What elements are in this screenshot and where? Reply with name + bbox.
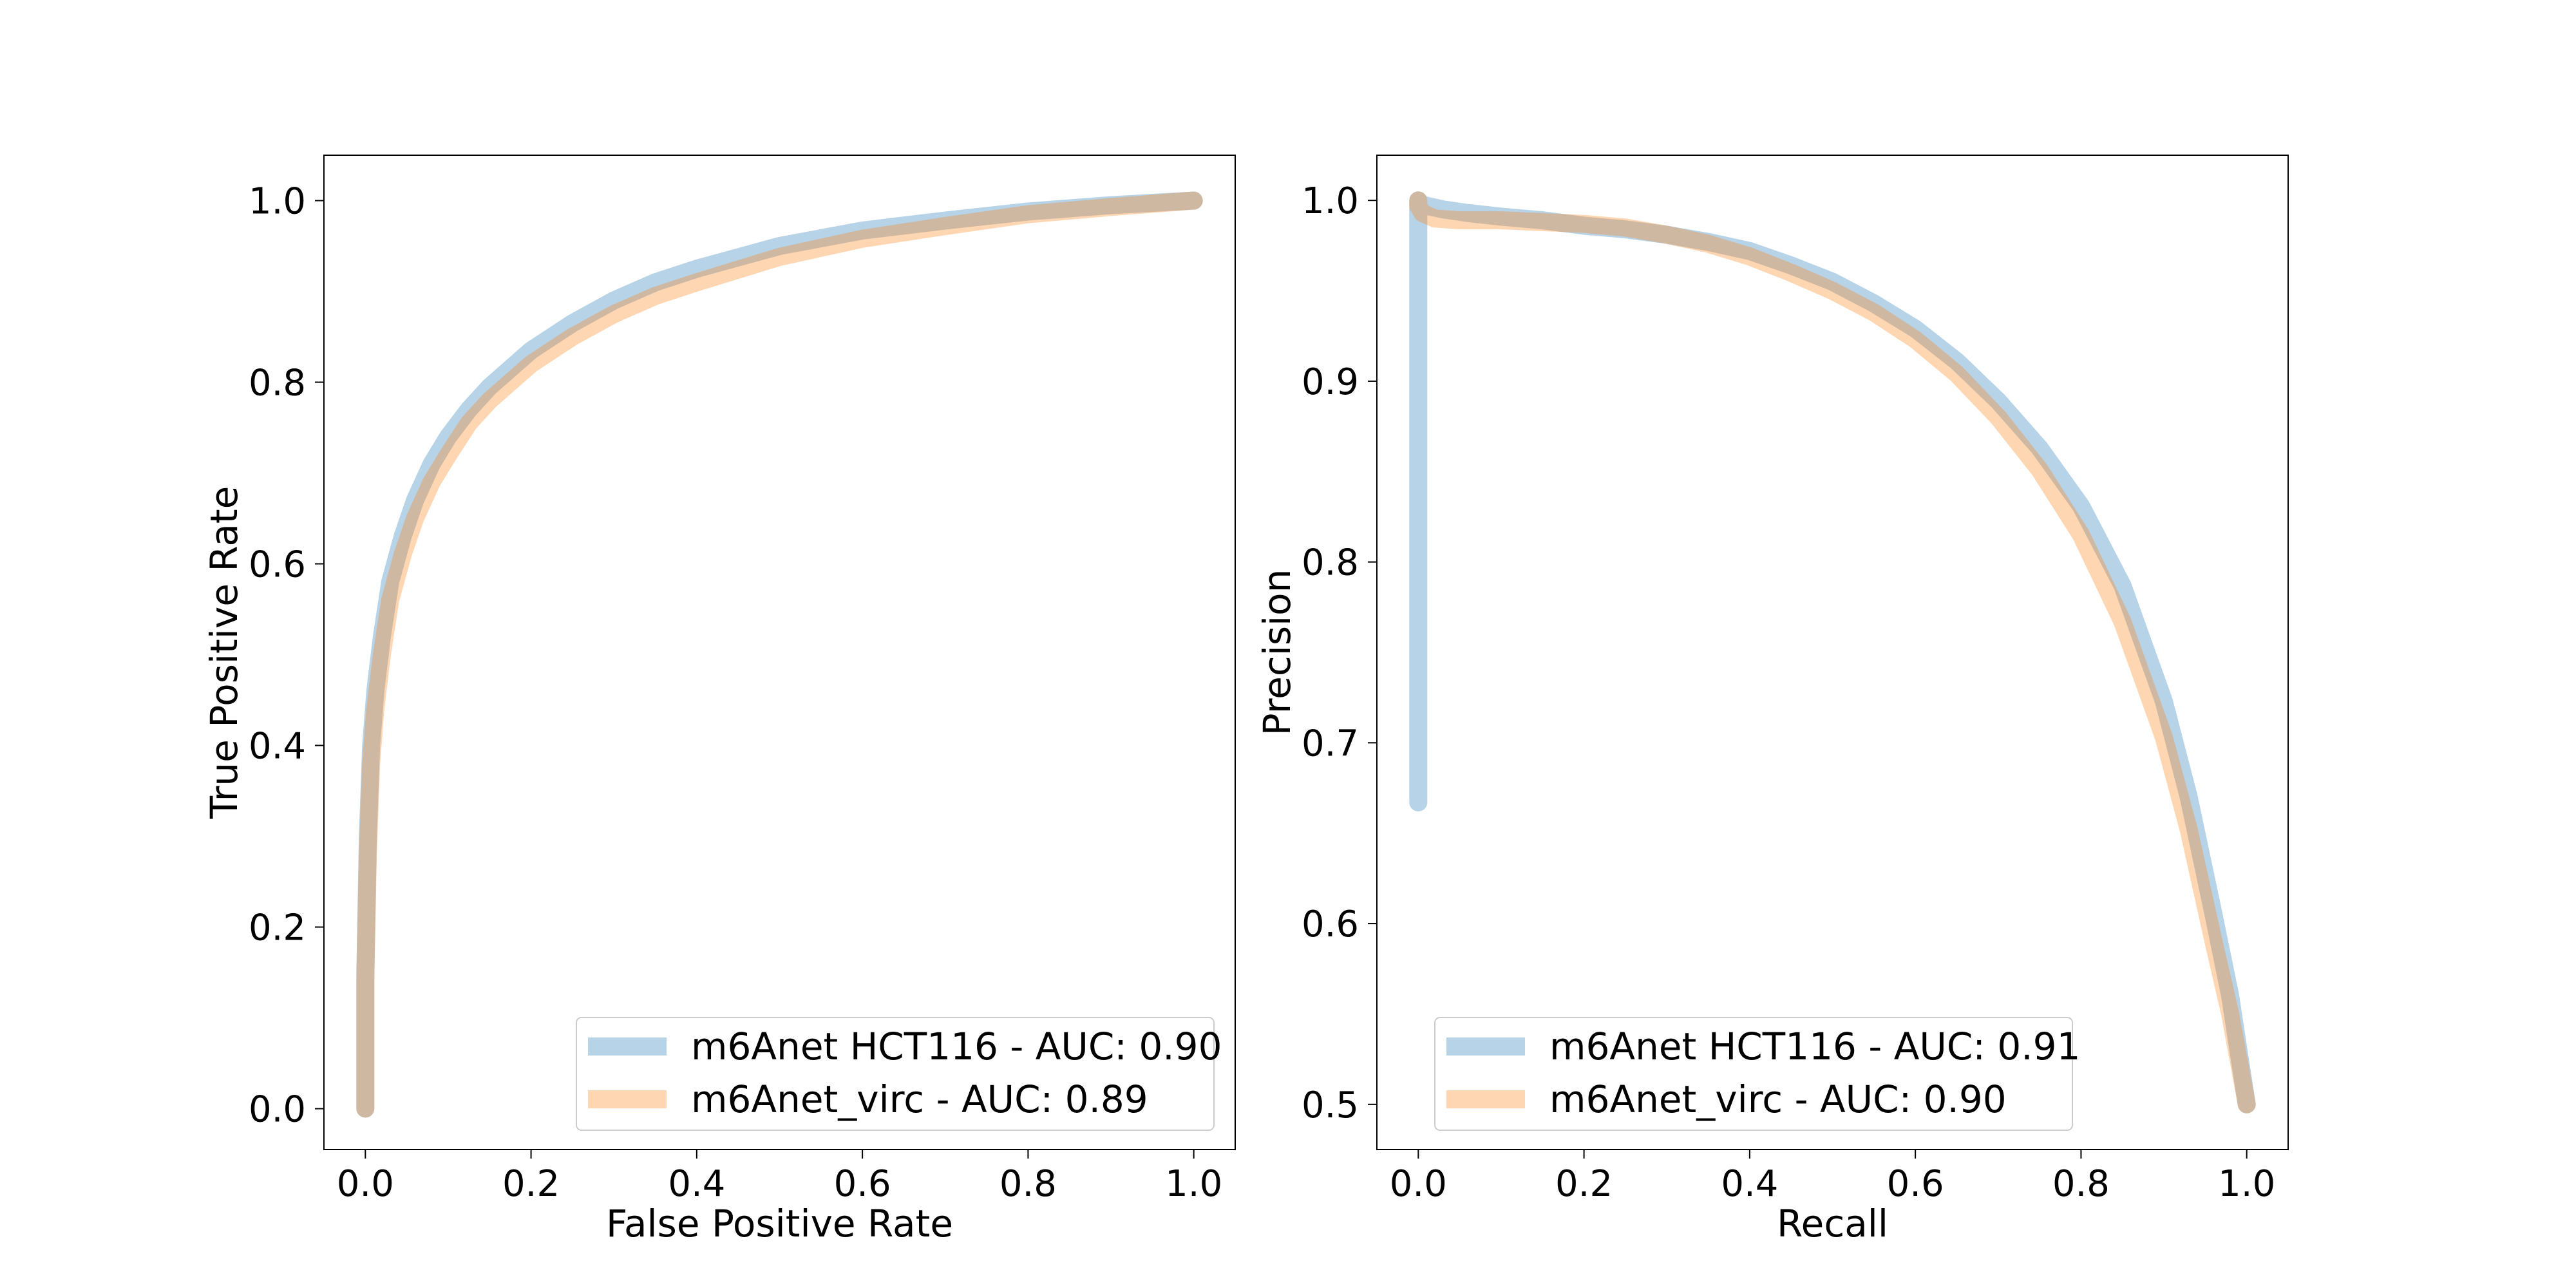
x-tick-label: 0.6: [1887, 1163, 1944, 1205]
series-line-0: [356, 191, 1203, 1118]
series-line-1: [356, 191, 1203, 1118]
legend-box: [576, 1017, 1215, 1131]
x-tick-label: 1.0: [2218, 1163, 2275, 1205]
y-tick-label: 0.8: [249, 363, 306, 404]
legend-label-0: m6Anet HCT116 - AUC: 0.90: [691, 1025, 1222, 1068]
legend-box: [1434, 1017, 2073, 1131]
y-tick-label: 0.6: [1302, 904, 1359, 945]
x-tick-label: 0.2: [1555, 1163, 1613, 1205]
y-tick-label: 0.4: [249, 726, 306, 768]
x-tick-label: 0.8: [2052, 1163, 2110, 1205]
x-axis-title: Recall: [1777, 1202, 1888, 1245]
plot-frame: [1376, 155, 2289, 1150]
y-tick-label: 0.7: [1302, 723, 1359, 764]
x-tick-label: 1.0: [1165, 1163, 1222, 1205]
y-tick-label: 1.0: [1302, 180, 1359, 222]
y-tick-label: 0.0: [249, 1089, 306, 1131]
y-tick-label: 0.6: [249, 544, 306, 586]
x-tick-label: 0.2: [502, 1163, 560, 1205]
y-axis-title: Precision: [1255, 569, 1299, 736]
y-axis-title: True Positive Rate: [202, 486, 246, 820]
series-line-1: [1409, 191, 2256, 1113]
y-tick-label: 1.0: [249, 181, 306, 223]
plot-frame: [323, 155, 1236, 1150]
x-tick-label: 0.0: [1390, 1163, 1447, 1205]
legend-label-0: m6Anet HCT116 - AUC: 0.91: [1549, 1025, 2081, 1068]
x-tick-label: 0.4: [1721, 1163, 1778, 1205]
precision-recall-chart: 0.0 0.2 0.4 0.6 0.8 1.0 0.5 0.6 0.7 0.8 0.9 1.0 Reca…: [1255, 155, 2289, 1245]
y-tick-label: 0.2: [249, 907, 306, 949]
roc-chart: 0.0 0.2 0.4 0.6 0.8 1.0 0.0 0.2 0.4 0.6 0.8 1.0 Fals…: [202, 155, 1236, 1245]
x-axis-title: False Positive Rate: [606, 1202, 953, 1245]
y-tick-label: 0.9: [1302, 361, 1359, 403]
x-tick-label: 0.4: [668, 1163, 725, 1205]
series-line-0: [1409, 191, 2256, 1113]
legend-label-1: m6Anet_virc - AUC: 0.90: [1549, 1077, 2007, 1121]
x-tick-label: 0.8: [999, 1163, 1057, 1205]
y-tick-label: 0.5: [1302, 1084, 1359, 1126]
y-tick-label: 0.8: [1302, 542, 1359, 584]
legend-label-1: m6Anet_virc - AUC: 0.89: [691, 1077, 1148, 1121]
x-tick-label: 0.6: [834, 1163, 891, 1205]
x-tick-label: 0.0: [337, 1163, 394, 1205]
